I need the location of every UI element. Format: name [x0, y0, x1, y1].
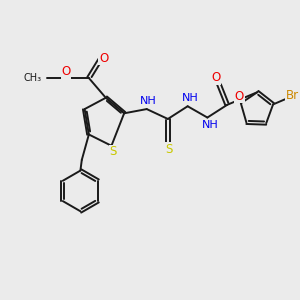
Text: O: O	[211, 71, 220, 84]
Text: Br: Br	[286, 89, 299, 102]
Text: O: O	[61, 65, 70, 78]
Text: CH₃: CH₃	[23, 73, 41, 83]
Text: NH: NH	[202, 120, 219, 130]
Text: S: S	[166, 143, 173, 156]
Text: NH: NH	[182, 93, 199, 103]
Text: S: S	[110, 146, 117, 158]
Text: NH: NH	[140, 96, 157, 106]
Text: O: O	[99, 52, 108, 65]
Text: O: O	[235, 90, 244, 103]
